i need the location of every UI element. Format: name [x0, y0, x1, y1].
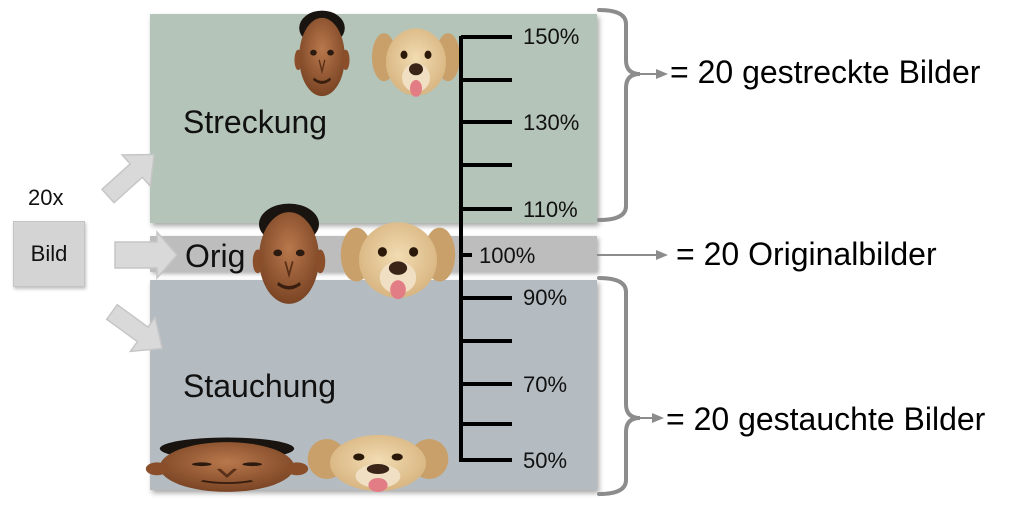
tick-label-110: 110% — [523, 197, 578, 222]
face-dog-icon — [372, 28, 460, 97]
face-man-icon — [294, 10, 350, 97]
tick-label-100: 100% — [479, 243, 536, 268]
tick-label-90: 90% — [523, 285, 568, 310]
result-arrow — [640, 69, 668, 79]
block-arrow-icon — [100, 153, 155, 204]
input-image-box: Bild — [13, 221, 85, 287]
tick-label-50: 50% — [523, 448, 568, 473]
tick-label-70: 70% — [523, 372, 568, 397]
tick-label-150: 150% — [523, 24, 580, 49]
face-man-icon — [145, 437, 309, 492]
face-dog-icon — [340, 222, 456, 300]
brace-icon — [597, 276, 641, 496]
scale-bar — [459, 35, 512, 462]
compress-label: Stauchung — [183, 368, 337, 404]
image-count: 20x — [28, 185, 64, 210]
original-result-label: = 20 Originalbilder — [676, 236, 937, 272]
brace-icon — [597, 8, 641, 222]
input-image-label: Bild — [30, 241, 68, 266]
face-dog-icon — [307, 435, 449, 492]
compress-result-label: = 20 gestauchte Bilder — [666, 401, 986, 437]
result-arrow — [597, 250, 668, 260]
block-arrow-icon — [114, 229, 178, 281]
face-man-icon — [252, 203, 326, 304]
original-label: Orig — [185, 238, 246, 274]
stretch-label: Streckung — [183, 104, 328, 140]
stretch-result-label: = 20 gestreckte Bilder — [670, 54, 981, 90]
tick-label-130: 130% — [523, 110, 580, 135]
result-arrow — [640, 413, 664, 423]
block-arrow-icon — [105, 303, 164, 353]
